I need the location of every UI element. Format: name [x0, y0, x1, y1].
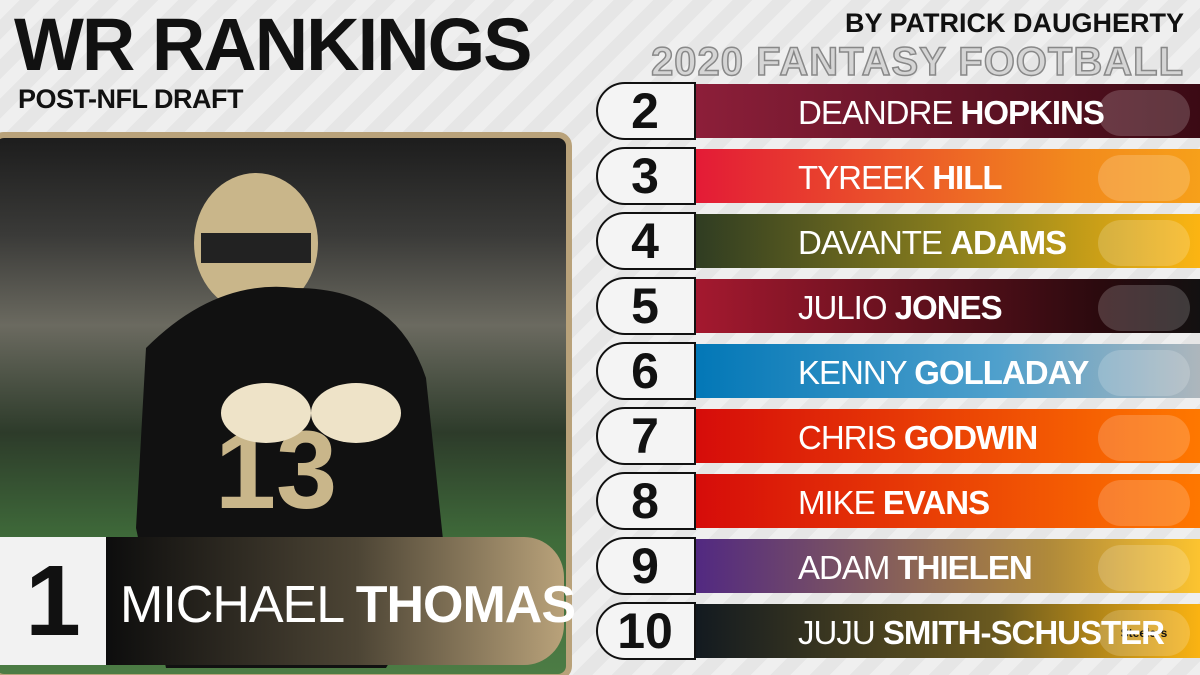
rank-number: 3	[631, 148, 659, 204]
ranking-row: ADAM THIELEN 9	[596, 537, 1200, 595]
team-logo	[1098, 90, 1190, 136]
team-bar: ADAM THIELEN	[686, 539, 1200, 593]
player-name: MIKE EVANS	[798, 474, 990, 532]
featured-name: MICHAEL THOMAS	[120, 575, 576, 635]
rank-pill	[596, 407, 696, 465]
rank-pill	[596, 212, 696, 270]
ranking-row: DEANDRE HOPKINS 2	[596, 82, 1200, 140]
ranking-row: MIKE EVANS 8	[596, 472, 1200, 530]
team-logo	[1098, 285, 1190, 331]
player-name: KENNY GOLLADAY	[798, 344, 1089, 402]
featured-bar	[106, 537, 564, 665]
first-name: JULIO	[798, 289, 888, 326]
team-bar: DAVANTE ADAMS	[686, 214, 1200, 268]
player-name: ADAM THIELEN	[798, 539, 1033, 597]
last-name: SMITH-SCHUSTER	[882, 614, 1165, 651]
team-logo: Steelers	[1098, 610, 1190, 656]
first-name: DAVANTE	[798, 224, 943, 261]
ranking-row: CHRIS GODWIN 7	[596, 407, 1200, 465]
last-name: JONES	[894, 289, 1003, 326]
first-name: CHRIS	[798, 419, 897, 456]
last-name: GOLLADAY	[914, 354, 1089, 391]
ranking-row: KENNY GOLLADAY 6	[596, 342, 1200, 400]
last-name: EVANS	[882, 484, 990, 521]
first-name: MIKE	[798, 484, 876, 521]
team-logo	[1098, 220, 1190, 266]
last-name: HOPKINS	[960, 94, 1105, 131]
team-logo	[1098, 155, 1190, 201]
byline: BY PATRICK DAUGHERTY	[844, 8, 1184, 38]
rank-pill	[596, 342, 696, 400]
last-name: THOMAS	[355, 576, 576, 634]
ranking-row: TYREEK HILL 3	[596, 147, 1200, 205]
rank-number: 7	[631, 408, 659, 464]
team-logo	[1098, 415, 1190, 461]
first-name: DEANDRE	[798, 94, 953, 131]
rank-pill	[596, 277, 696, 335]
first-name: MICHAEL	[120, 576, 343, 634]
team-bar: DEANDRE HOPKINS	[686, 84, 1200, 138]
rank-number: 8	[631, 473, 659, 529]
team-bar: MIKE EVANS	[686, 474, 1200, 528]
team-bar: KENNY GOLLADAY	[686, 344, 1200, 398]
first-name: JUJU	[798, 614, 876, 651]
subtitle: POST-NFL DRAFT	[18, 84, 244, 114]
first-name: KENNY	[798, 354, 907, 391]
last-name: ADAMS	[950, 224, 1067, 261]
last-name: GODWIN	[903, 419, 1038, 456]
player-name: TYREEK HILL	[798, 149, 1003, 207]
title: WR RANKINGS	[14, 3, 533, 86]
last-name: THIELEN	[897, 549, 1033, 586]
rank-pill	[596, 82, 696, 140]
team-logo	[1098, 480, 1190, 526]
ranking-row: Steelers JUJU SMITH-SCHUSTER 10	[596, 602, 1200, 660]
rank-number: 2	[631, 83, 659, 139]
first-name: TYREEK	[798, 159, 925, 196]
team-logo	[1098, 545, 1190, 591]
ranking-row: DAVANTE ADAMS 4	[596, 212, 1200, 270]
player-name: DEANDRE HOPKINS	[798, 84, 1105, 142]
rank-number: 6	[631, 343, 659, 399]
rank-pill	[596, 472, 696, 530]
featured-rank: 1	[25, 545, 81, 657]
team-bar: TYREEK HILL	[686, 149, 1200, 203]
featured-rank-box	[0, 537, 109, 665]
player-name: JUJU SMITH-SCHUSTER	[798, 604, 1165, 662]
rank-pill	[596, 602, 696, 660]
team-bar: Steelers JUJU SMITH-SCHUSTER	[686, 604, 1200, 658]
last-name: HILL	[932, 159, 1002, 196]
rank-pill	[596, 537, 696, 595]
rank-pill	[596, 147, 696, 205]
rank-number: 4	[631, 213, 659, 269]
rank-number: 5	[631, 278, 659, 334]
team-bar: JULIO JONES	[686, 279, 1200, 333]
rank-number: 10	[617, 603, 673, 659]
team-logo	[1098, 350, 1190, 396]
rank-number: 9	[631, 538, 659, 594]
player-name: DAVANTE ADAMS	[798, 214, 1067, 272]
team-bar: CHRIS GODWIN	[686, 409, 1200, 463]
player-name: CHRIS GODWIN	[798, 409, 1038, 467]
tagline: 2020 FANTASY FOOTBALL	[650, 39, 1184, 85]
player-name: JULIO JONES	[798, 279, 1003, 337]
ranking-row: JULIO JONES 5	[596, 277, 1200, 335]
first-name: ADAM	[798, 549, 890, 586]
